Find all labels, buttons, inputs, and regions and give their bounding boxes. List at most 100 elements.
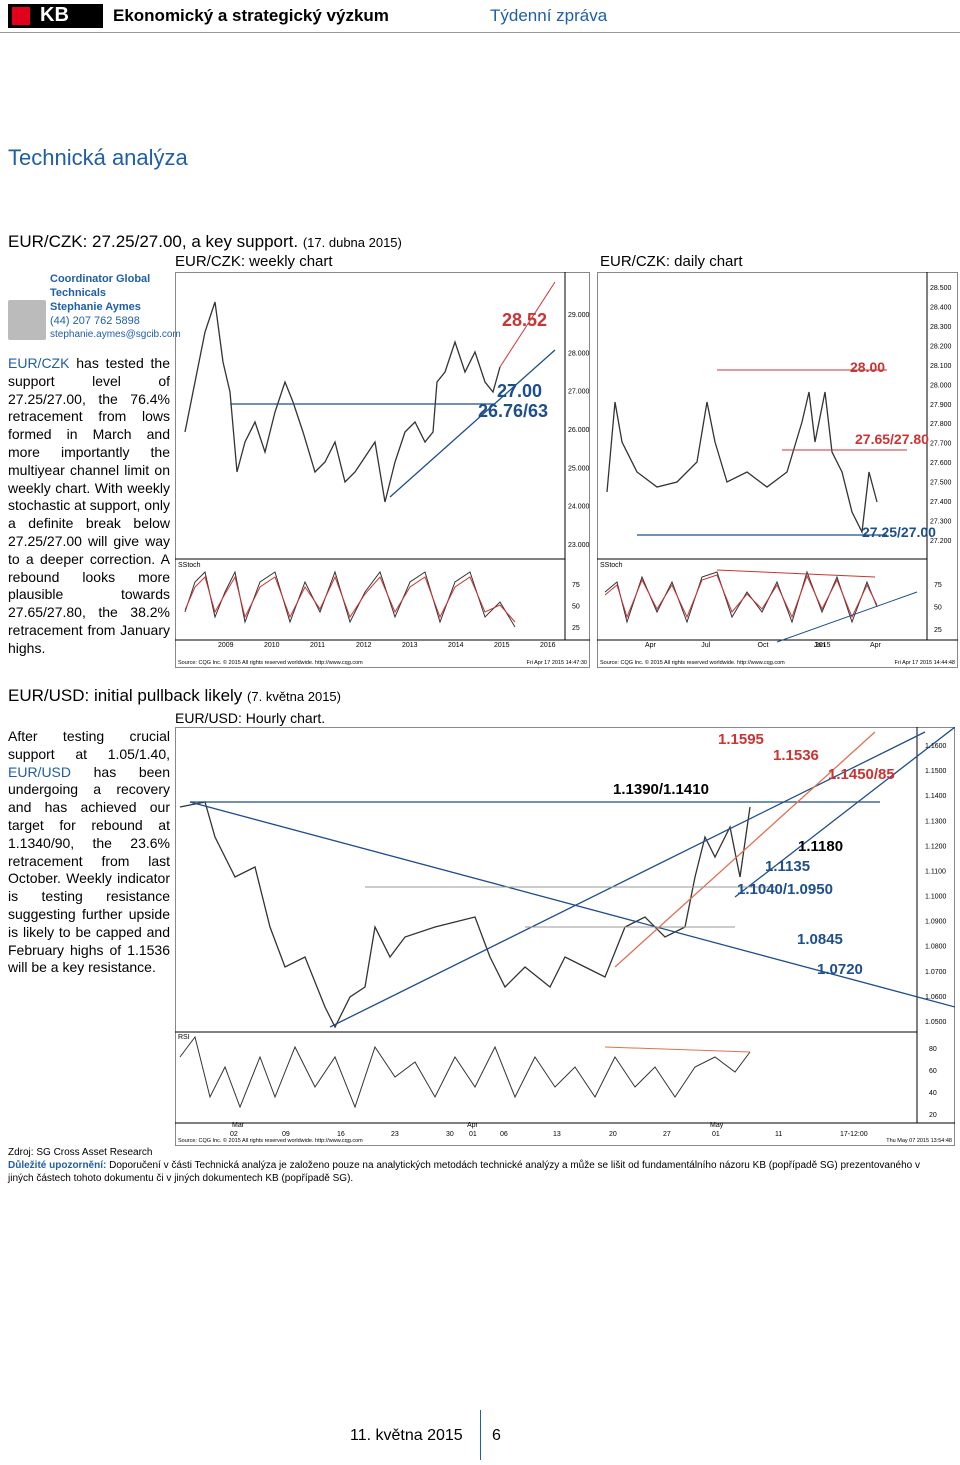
x-tick-label: 2015 xyxy=(494,642,510,649)
annotation: 27.65/27.80 xyxy=(855,431,929,447)
x-tick-label: Jan xyxy=(814,642,825,649)
y-tick-label: 27.900 xyxy=(930,402,952,409)
text-lead: EUR/USD xyxy=(8,763,72,780)
text-lead: EUR/CZK xyxy=(8,355,70,371)
footer-page: 6 xyxy=(492,1427,501,1444)
chart-title: EUR/USD: Hourly chart. xyxy=(175,710,326,726)
x-tick-label: 2011 xyxy=(310,642,325,649)
text: has tested the support level of 27.25/27… xyxy=(8,355,170,656)
date: (17. dubna 2015) xyxy=(302,235,402,250)
logo-text: KB xyxy=(40,4,69,26)
x-tick-label: 01 xyxy=(469,1131,477,1138)
y-tick-label: 29.000 xyxy=(568,312,590,319)
body-text: EUR/CZK has tested the support level of … xyxy=(8,355,170,658)
y-tick-label: 1.1100 xyxy=(925,868,946,875)
disclaimer: Důležité upozornění: Doporučení v části … xyxy=(8,1160,948,1185)
y-tick-label: 27.700 xyxy=(930,441,952,448)
y-tick-label: 28.400 xyxy=(930,304,952,311)
disclaimer-text: Doporučení v části Technická analýza je … xyxy=(8,1160,920,1184)
x-tick-label: 30 xyxy=(446,1131,454,1138)
page-title: Technická analýza xyxy=(8,145,188,170)
chart-source: Source: CQG Inc. © 2015 All rights reser… xyxy=(178,1137,363,1144)
email: stephanie.aymes@sgcib.com xyxy=(50,329,181,340)
y-tick-label: 1.0900 xyxy=(925,919,947,926)
weekly-chart: 29.000 28.000 27.000 26.000 25.000 24.000 23.0… xyxy=(175,272,590,668)
x-tick-label: 20 xyxy=(609,1131,617,1138)
annotation: 1.0720 xyxy=(817,961,863,978)
y-tick-label: 27.000 xyxy=(568,389,590,396)
x-tick-label: 17-12:00 xyxy=(840,1131,868,1138)
x-tick-label: 27 xyxy=(663,1131,671,1138)
annotation: 27.25/27.00 xyxy=(862,524,936,540)
x-tick-label: 2014 xyxy=(448,642,464,649)
indicator-name: SStoch xyxy=(178,562,201,569)
x-month-label: Apr xyxy=(467,1122,479,1129)
x-tick-label: Jul xyxy=(701,642,710,649)
y-tick-label: 28.000 xyxy=(930,382,952,389)
indicator-tick-label: 75 xyxy=(572,582,580,589)
title: EUR/CZK: 27.25/27.00, a key support. xyxy=(8,232,299,251)
y-tick-label: 1.1500 xyxy=(925,768,947,775)
y-tick-label: 1.1400 xyxy=(925,793,947,800)
x-month-label: Mar xyxy=(232,1122,245,1129)
y-tick-label: 28.000 xyxy=(568,350,590,357)
x-tick-label: Apr xyxy=(870,642,882,649)
hourly-chart: 1.1600 1.1500 1.1400 1.1300 1.1200 1.1100 1.10… xyxy=(175,727,955,1146)
body-text: After testing crucial support at 1.05/1.… xyxy=(8,728,170,977)
y-tick-label: 27.600 xyxy=(930,460,952,467)
phone: (44) 207 762 5898 xyxy=(50,315,140,327)
x-tick-label: 23 xyxy=(391,1131,399,1138)
x-tick-label: Oct xyxy=(758,642,769,649)
annotation: 1.1595 xyxy=(718,731,764,748)
y-tick-label: 1.1000 xyxy=(925,894,947,901)
y-tick-label: 1.1600 xyxy=(925,743,947,750)
y-tick-label: 27.300 xyxy=(930,519,952,526)
indicator-name: SStoch xyxy=(600,562,623,569)
y-tick-label: 1.0600 xyxy=(925,994,947,1001)
indicator-tick-label: 80 xyxy=(929,1046,937,1053)
annotation: 26.76/63 xyxy=(478,401,548,421)
annotation: 1.1135 xyxy=(765,858,810,875)
x-tick-label: 2009 xyxy=(218,642,234,649)
x-tick-label: 09 xyxy=(282,1131,290,1138)
x-year-label: 2015 xyxy=(815,642,831,649)
annotation: 1.1180 xyxy=(798,838,843,855)
role: Coordinator Global Technicals xyxy=(50,273,151,299)
y-tick-label: 23.000 xyxy=(568,542,590,549)
annotation: 1.0845 xyxy=(797,931,843,948)
annotation: 27.00 xyxy=(497,381,542,401)
header-rule xyxy=(0,32,960,33)
y-tick-label: 26.000 xyxy=(568,427,590,434)
chart-timestamp: Thu May 07 2015 13:54:48 xyxy=(886,1138,952,1144)
footer-rule xyxy=(480,1410,481,1460)
x-tick-label: 01 xyxy=(712,1131,720,1138)
header-report: Týdenní zpráva xyxy=(490,6,608,25)
annotation: 1.1450/85 xyxy=(828,766,895,783)
date: (7. května 2015) xyxy=(247,689,341,704)
chart-title: EUR/CZK: daily chart xyxy=(600,253,743,270)
x-tick-label: 2016 xyxy=(540,642,556,649)
y-tick-label: 27.800 xyxy=(930,421,952,428)
disclaimer-label: Důležité upozornění: xyxy=(8,1160,107,1171)
y-tick-label: 1.0700 xyxy=(925,969,947,976)
indicator-tick-label: 75 xyxy=(934,582,942,589)
logo-mark xyxy=(12,7,30,25)
x-tick-label: 11 xyxy=(775,1131,782,1138)
chart-title: EUR/CZK: weekly chart xyxy=(175,253,333,270)
x-month-label: May xyxy=(710,1122,724,1129)
annotation: 1.1040/1.0950 xyxy=(737,881,833,898)
indicator-tick-label: 50 xyxy=(572,604,580,611)
indicator-tick-label: 40 xyxy=(929,1090,937,1097)
indicator-tick-label: 20 xyxy=(929,1112,937,1119)
y-tick-label: 25.000 xyxy=(568,465,590,472)
y-tick-label: 1.0500 xyxy=(925,1019,947,1026)
y-tick-label: 1.1200 xyxy=(925,843,947,850)
y-tick-label: 1.1300 xyxy=(925,818,947,825)
indicator-name: RSI xyxy=(178,1034,190,1041)
text: After testing crucial support at 1.05/1.… xyxy=(8,728,170,762)
x-tick-label: 13 xyxy=(553,1131,561,1138)
section-title: EUR/CZK: 27.25/27.00, a key support. (17… xyxy=(8,232,402,252)
chart-timestamp: Fri Apr 17 2015 14:44:48 xyxy=(894,660,955,666)
y-tick-label: 28.300 xyxy=(930,324,952,331)
y-tick-label: 27.200 xyxy=(930,538,952,545)
